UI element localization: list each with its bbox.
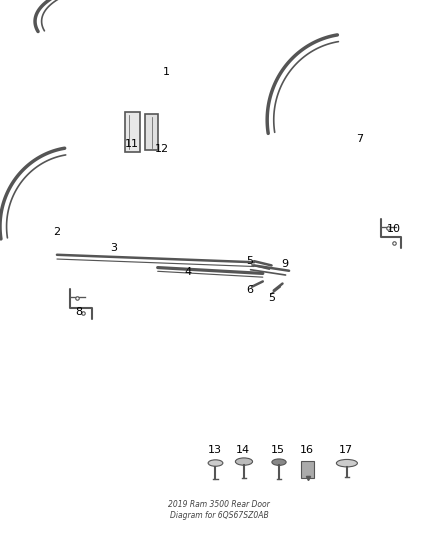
Text: 11: 11 xyxy=(124,139,138,149)
Bar xyxy=(125,112,140,152)
Text: 1: 1 xyxy=(163,67,170,77)
Text: 7: 7 xyxy=(356,134,363,143)
Text: 16: 16 xyxy=(300,446,314,455)
Text: 9: 9 xyxy=(281,259,288,269)
Bar xyxy=(145,114,158,150)
Text: 17: 17 xyxy=(339,446,353,455)
Text: 3: 3 xyxy=(110,243,117,253)
Text: 13: 13 xyxy=(208,446,222,455)
Ellipse shape xyxy=(272,459,286,465)
Text: 4: 4 xyxy=(185,267,192,277)
Text: 10: 10 xyxy=(387,224,401,234)
Text: 14: 14 xyxy=(236,446,250,455)
Text: 8: 8 xyxy=(75,307,82,317)
Ellipse shape xyxy=(208,460,223,466)
Text: 6: 6 xyxy=(246,286,253,295)
Text: 15: 15 xyxy=(271,446,285,455)
Ellipse shape xyxy=(235,458,253,465)
Text: 5: 5 xyxy=(246,256,253,266)
Bar xyxy=(301,462,314,479)
Text: 5: 5 xyxy=(268,294,275,303)
Text: 12: 12 xyxy=(155,144,169,154)
Ellipse shape xyxy=(336,459,357,467)
Text: 2: 2 xyxy=(53,227,60,237)
Text: 2019 Ram 3500 Rear Door
Diagram for 6QS67SZ0AB: 2019 Ram 3500 Rear Door Diagram for 6QS6… xyxy=(168,500,270,520)
